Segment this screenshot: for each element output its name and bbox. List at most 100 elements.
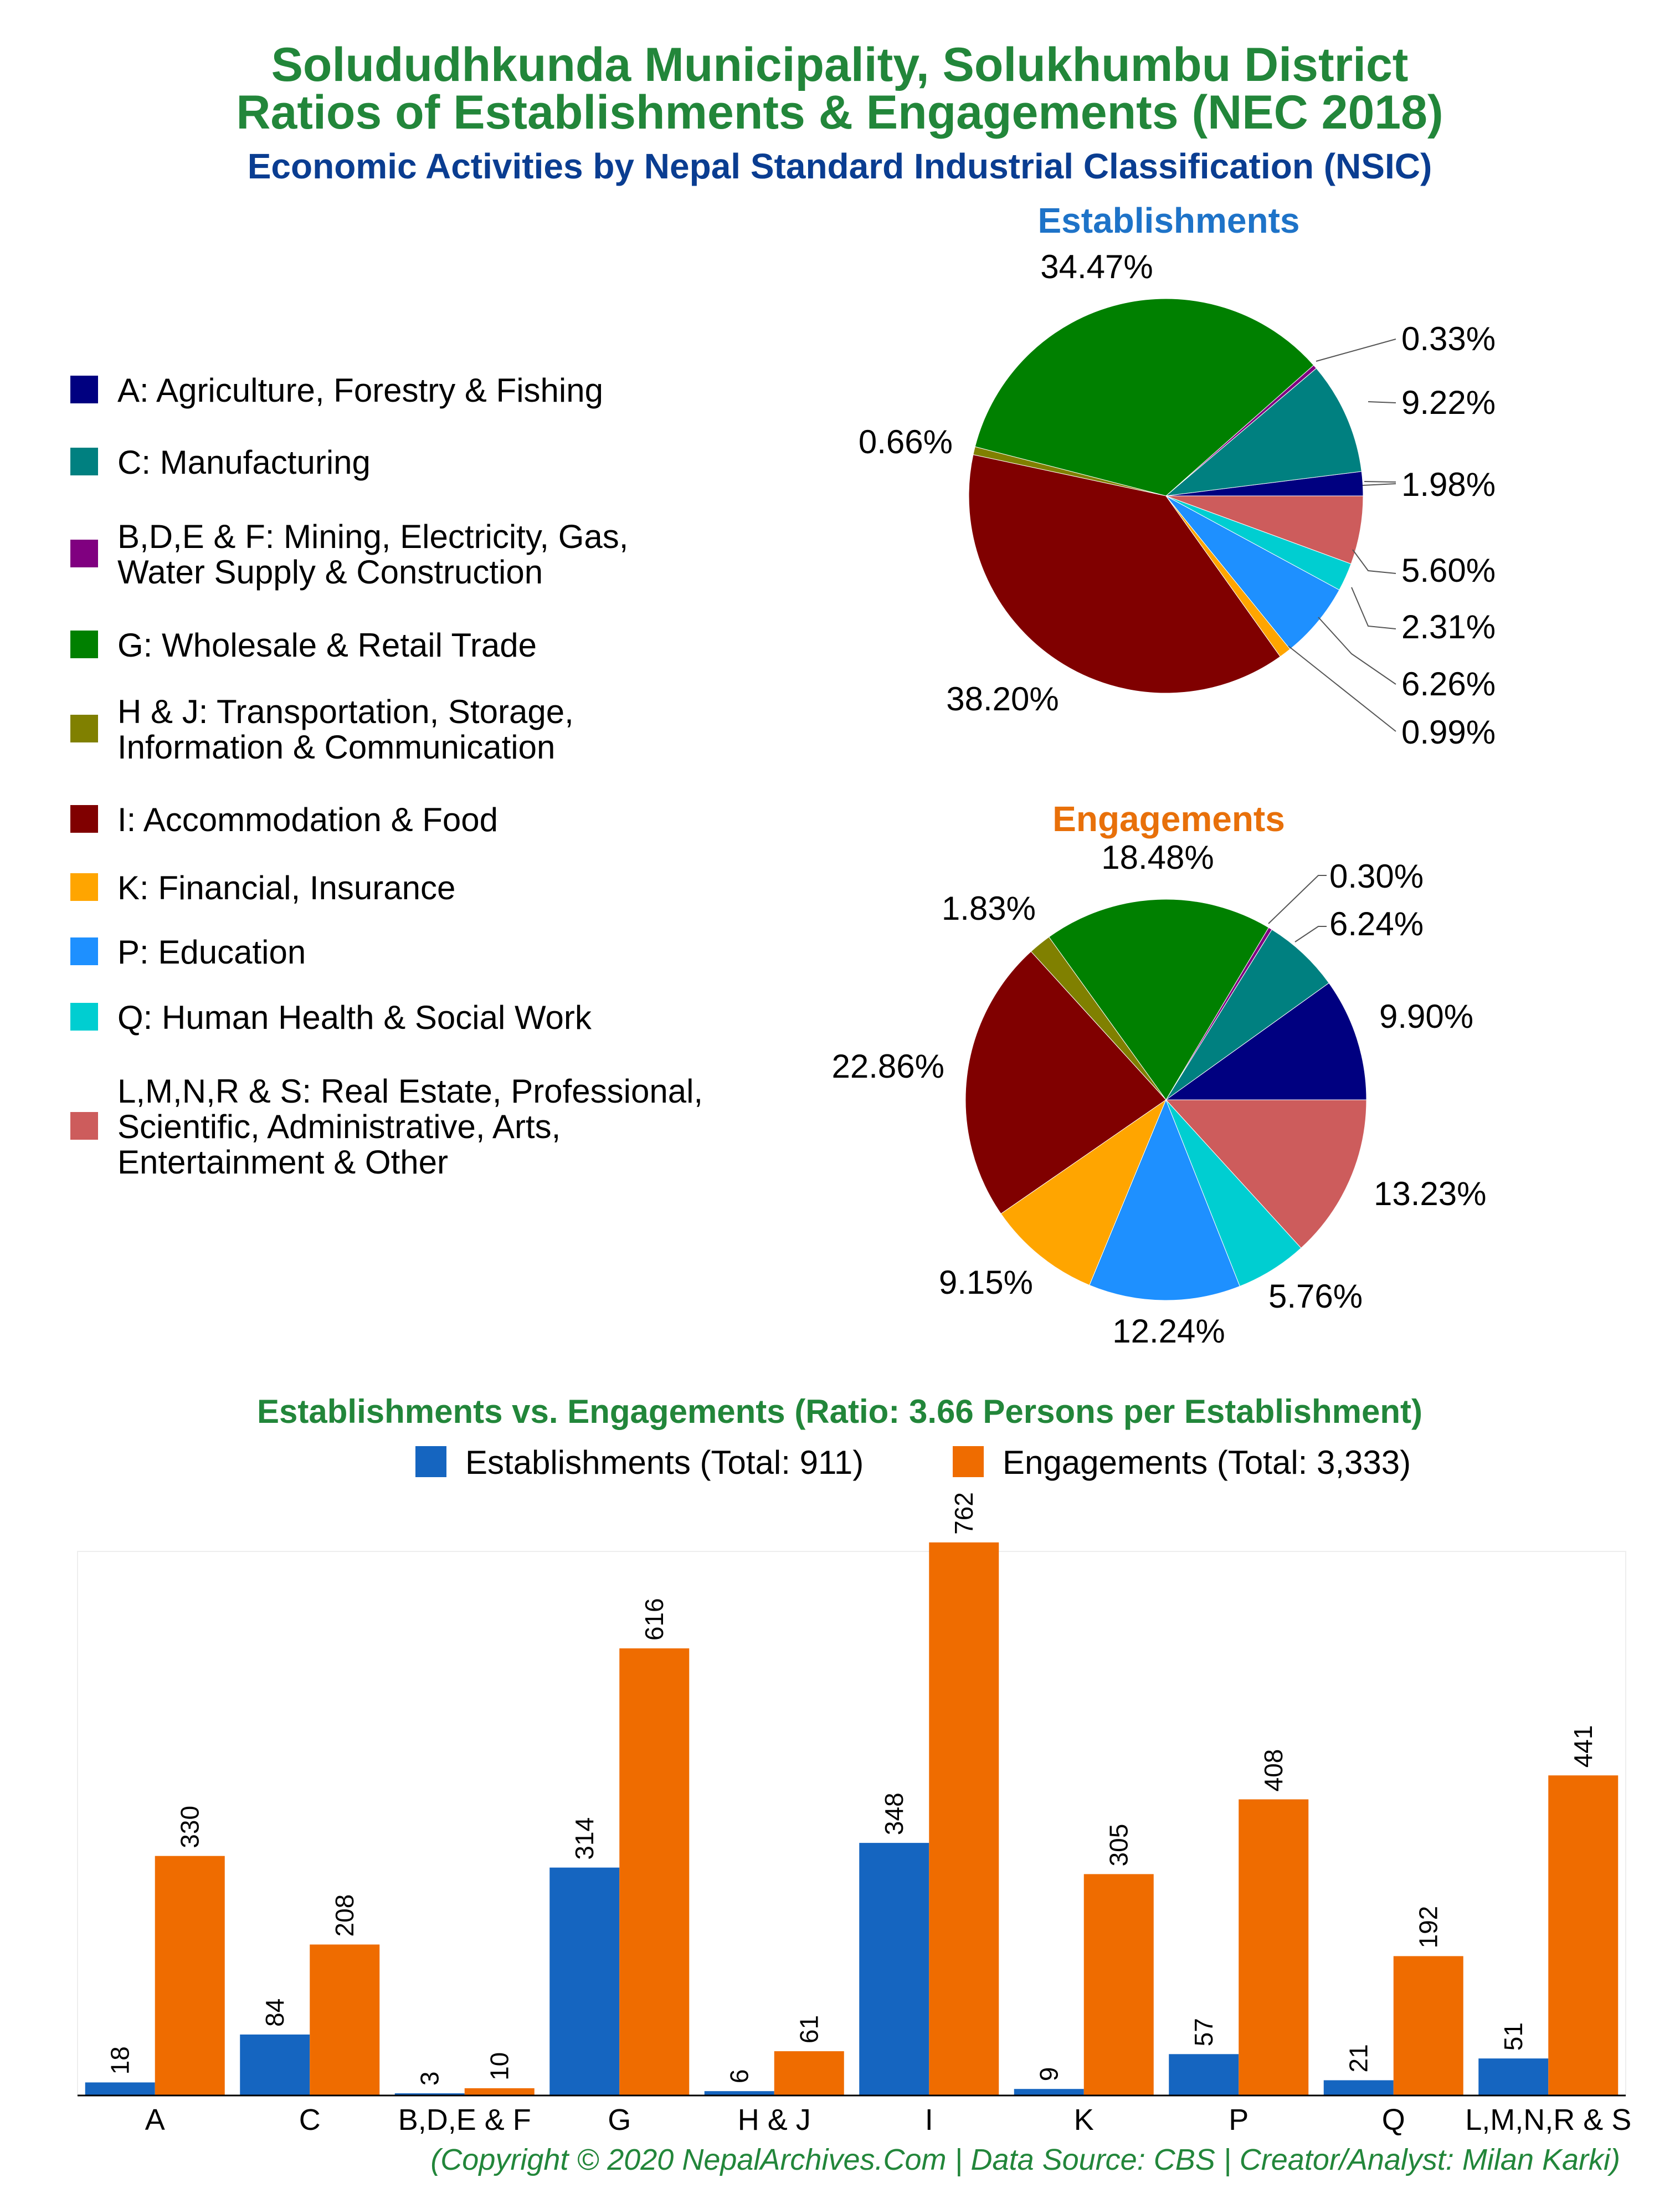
engagements-pie: 9.90% 6.24% 0.30% 18.48% 1.83% 22.86% 9.15% 12.… (832, 839, 1487, 1350)
pie-slice-a (1165, 982, 1367, 1100)
legend-swatch-q (70, 1003, 98, 1031)
pie-label-k: 0.99% (1401, 714, 1496, 751)
bar-engagements-g (619, 1648, 690, 2095)
leader-line (1352, 549, 1396, 574)
bar-value-label: 9 (1035, 2067, 1064, 2082)
bar-legend-label-engagements: Engagements (Total: 3,333) (1003, 1444, 1411, 1481)
legend-label: A: Agriculture, Forestry & Fishing (117, 372, 603, 409)
bar-value-label: 192 (1414, 1906, 1443, 1949)
legend-label: P: Education (117, 934, 306, 971)
pie-slice-i (968, 454, 1281, 694)
pie-label-h-j: 1.83% (942, 890, 1036, 927)
title-line-1: Solududhkunda Municipality, Solukhumbu D… (271, 38, 1409, 91)
legend-label: B,D,E & F: Mining, Electricity, Gas, (117, 518, 628, 555)
bar-value-label: 208 (330, 1894, 359, 1937)
bar-establishments-i (859, 1843, 929, 2095)
bar-engagements-k (1083, 1874, 1154, 2095)
bar-value-label: 3 (415, 2071, 444, 2086)
leader-line (1288, 645, 1396, 732)
leader-line (1318, 617, 1396, 685)
bar-value-label: 61 (795, 2015, 824, 2043)
pie-slice-i (965, 951, 1167, 1215)
x-tick-label-h-j: H & J (738, 2103, 811, 2136)
pie-slice-c (1165, 367, 1362, 496)
x-tick-label-c: C (299, 2103, 321, 2136)
legend-swatch-a (70, 376, 98, 403)
bar-establishments-k (1014, 2089, 1084, 2095)
bar-establishments-b-d-e-f (394, 2093, 465, 2095)
legend-swatch-h-j (70, 715, 98, 742)
leader-line (1294, 926, 1327, 942)
x-tick-label-k: K (1074, 2103, 1094, 2136)
bar-engagements-l-m-n-r-s (1548, 1775, 1619, 2095)
legend-swatch-l-m-n-r-s (70, 1112, 98, 1140)
bar-value-label: 84 (260, 1999, 289, 2027)
pie-label-h-j: 0.66% (859, 423, 953, 460)
bar-value-label: 762 (949, 1492, 978, 1535)
bar-engagements-p (1239, 1799, 1309, 2095)
bar-value-label: 441 (1569, 1725, 1597, 1768)
legend-label: Water Supply & Construction (117, 554, 543, 591)
x-tick-label-p: P (1229, 2103, 1249, 2136)
pie-label-c: 6.24% (1329, 905, 1424, 942)
legend-label: Entertainment & Other (117, 1144, 448, 1181)
legend-label: H & J: Transportation, Storage, (117, 693, 574, 730)
x-tick-label-b-d-e-f: B,D,E & F (398, 2103, 531, 2136)
footer: (Copyright © 2020 NepalArchives.Com | Da… (430, 2143, 1620, 2176)
x-tick-label-g: G (608, 2103, 631, 2136)
bar-establishments-a (85, 2082, 155, 2095)
bar-value-label: 330 (176, 1806, 204, 1848)
legend-label: C: Manufacturing (117, 444, 371, 481)
bar-value-label: 51 (1499, 2022, 1528, 2051)
bar-establishments-g (549, 1867, 620, 2095)
bar-engagements-i (929, 1542, 999, 2095)
bar-establishments-h-j (704, 2091, 774, 2095)
pie-label-p: 12.24% (1112, 1313, 1225, 1350)
pie-label-c: 9.22% (1401, 384, 1496, 421)
bar-legend-label-establishments: Establishments (Total: 911) (465, 1444, 864, 1481)
leader-line (1368, 401, 1396, 403)
x-tick-label-a: A (145, 2103, 165, 2136)
bar-establishments-q (1323, 2080, 1394, 2095)
leader-line (1351, 587, 1396, 629)
pie-label-a: 9.90% (1379, 998, 1473, 1035)
legend: A: Agriculture, Forestry & Fishing C: Man… (70, 372, 703, 1181)
x-tick-label-l-m-n-r-s: L,M,N,R & S (1465, 2103, 1631, 2136)
legend-swatch-b-d-e-f (70, 540, 98, 567)
leader-line (1362, 483, 1396, 486)
leader-line (1316, 339, 1396, 362)
bar-value-label: 57 (1189, 2018, 1218, 2046)
bar-value-label: 21 (1344, 2044, 1373, 2072)
legend-label: Scientific, Administrative, Arts, (117, 1108, 561, 1145)
bar-value-label: 408 (1259, 1749, 1288, 1792)
pie-label-q: 5.76% (1268, 1278, 1363, 1315)
subtitle: Economic Activities by Nepal Standard In… (248, 146, 1432, 186)
establishments-pie-title: Establishments (1037, 201, 1299, 240)
bar-engagements-q (1393, 1956, 1463, 2095)
engagements-pie-title: Engagements (1052, 799, 1285, 839)
pie-label-a: 1.98% (1401, 466, 1496, 503)
pie-slice-g (1048, 899, 1270, 1100)
pie-slice-l-m-n-r-s (1165, 1099, 1367, 1249)
legend-label: G: Wholesale & Retail Trade (117, 627, 537, 664)
bar-legend-swatch-engagements (953, 1446, 984, 1477)
leader-line (1364, 481, 1396, 483)
establishments-pie: 1.98% 9.22% 0.33% 34.47% 0.66% 38.20% 0.99% 6.2… (859, 248, 1496, 751)
bar-value-label: 616 (640, 1598, 669, 1641)
bar-engagements-c (310, 1944, 380, 2095)
pie-label-p: 6.26% (1401, 665, 1496, 703)
x-tick-label-q: Q (1382, 2103, 1405, 2136)
pie-label-l-m-n-r-s: 5.60% (1401, 552, 1496, 589)
legend-swatch-g (70, 631, 98, 658)
pie-label-g: 34.47% (1040, 248, 1153, 285)
pie-slice-k (1000, 1099, 1167, 1286)
pie-label-l-m-n-r-s: 13.23% (1374, 1175, 1487, 1212)
bar-engagements-b-d-e-f (464, 2088, 535, 2095)
title-line-2: Ratios of Establishments & Engagements (… (236, 86, 1443, 139)
pie-slice-g (974, 298, 1314, 496)
x-tick-label-i: I (925, 2103, 933, 2136)
bar-chart-title: Establishments vs. Engagements (Ratio: 3… (257, 1393, 1422, 1430)
bar-value-label: 305 (1104, 1824, 1133, 1867)
legend-label: I: Accommodation & Food (117, 801, 498, 838)
